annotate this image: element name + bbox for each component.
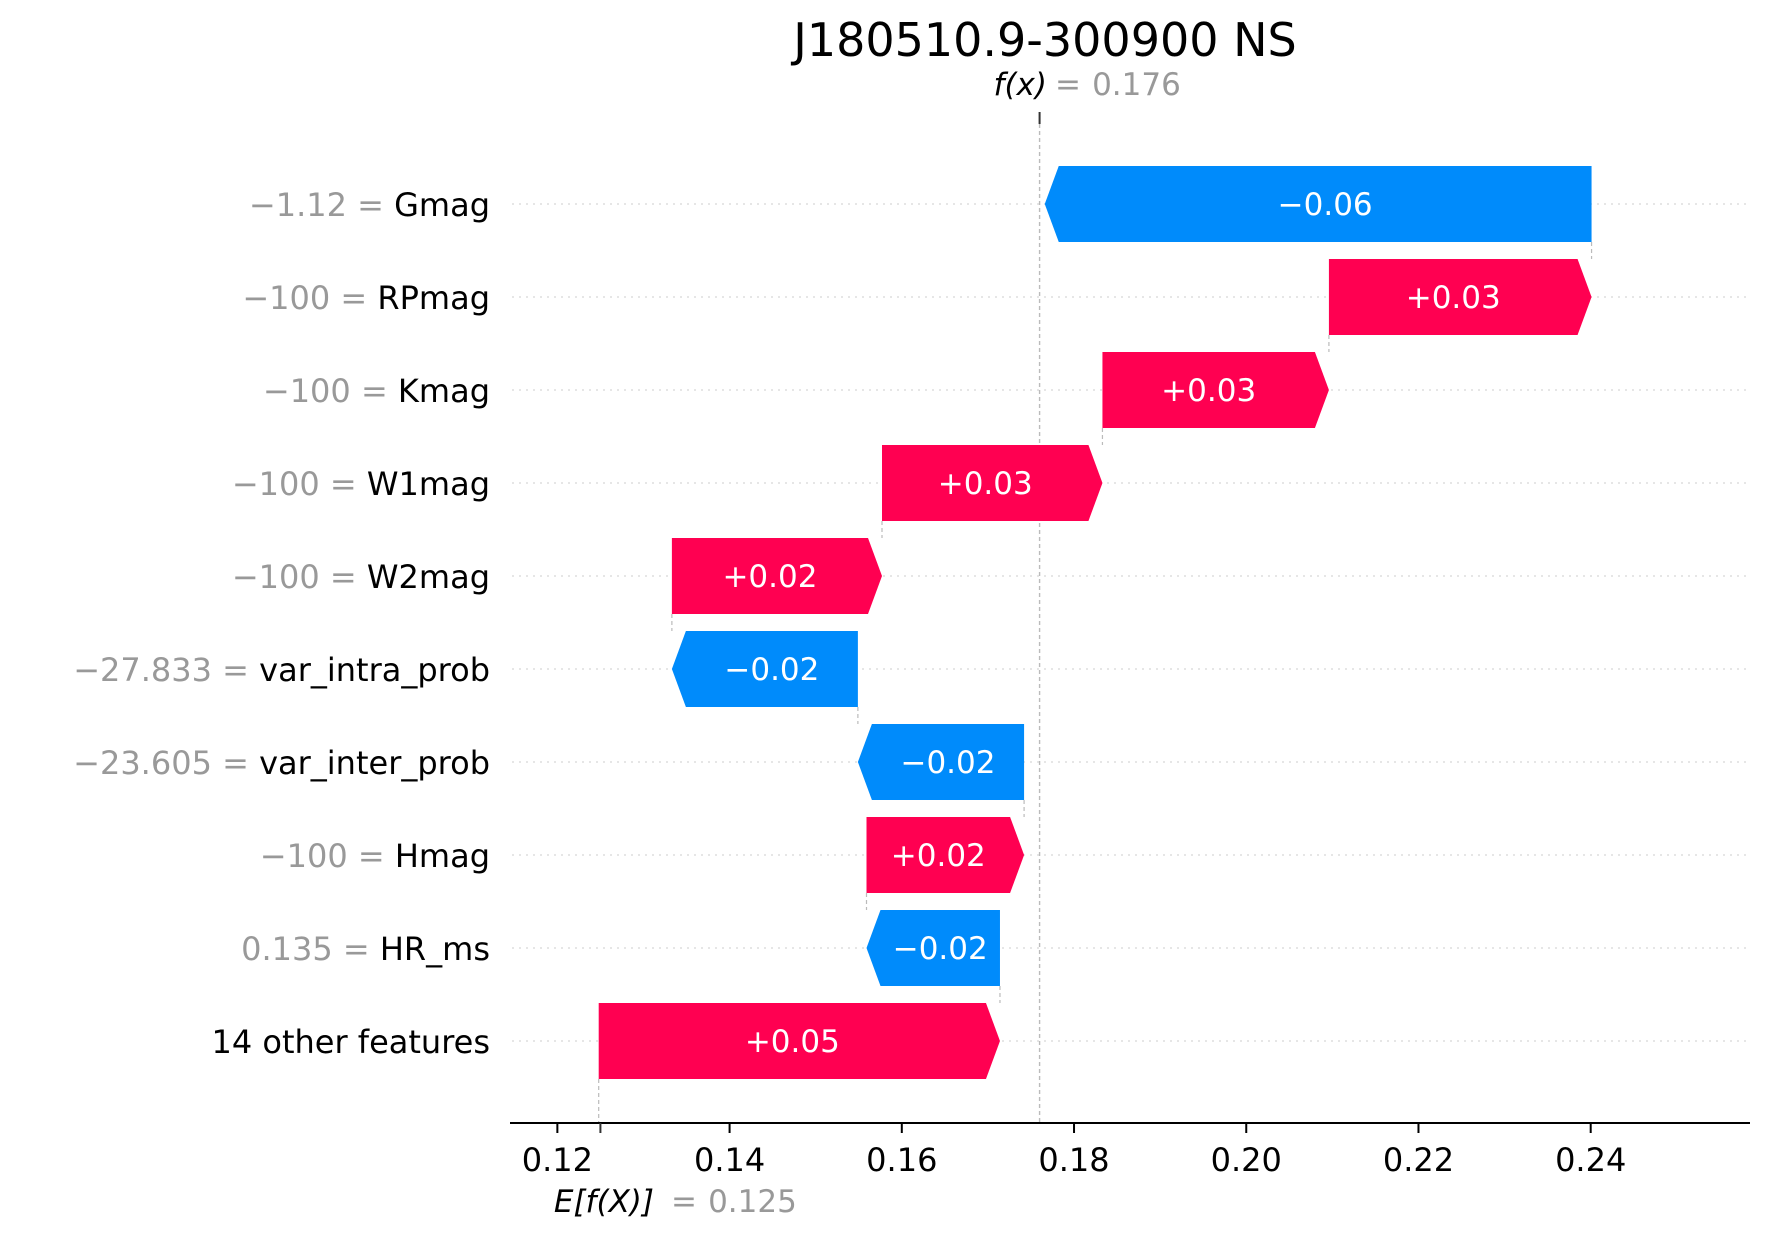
bar-hmag — [866, 817, 1025, 893]
feature-equals: = — [358, 837, 395, 875]
connector-lines — [598, 112, 1593, 1123]
row-label: −1.12 = Gmag — [249, 186, 490, 224]
x-tick-label: 0.18 — [1038, 1141, 1109, 1179]
row-label: −23.605 = var_inter_prob — [73, 744, 490, 782]
feature-equals: = — [340, 279, 377, 317]
bar-value-label: +0.03 — [938, 466, 1033, 502]
base-value-text: = 0.125 — [671, 1184, 797, 1220]
bar-value-label: −0.02 — [724, 652, 819, 688]
feature-name: var_intra_prob — [259, 651, 490, 689]
row-labels: −1.12 = Gmag−100 = RPmag−100 = Kmag−100 … — [73, 186, 490, 1061]
feature-equals: = — [330, 558, 367, 596]
x-tick-label: 0.22 — [1383, 1141, 1454, 1179]
row-label: −27.833 = var_intra_prob — [73, 651, 490, 689]
feature-equals: = — [343, 930, 380, 968]
feature-equals: = — [222, 744, 259, 782]
bar-w1mag — [882, 445, 1103, 521]
feature-name: var_inter_prob — [259, 744, 490, 782]
bar-value-label: +0.03 — [1406, 280, 1501, 316]
fx-value-text: = 0.176 — [1055, 67, 1181, 103]
feature-value: −23.605 — [73, 744, 222, 782]
feature-value: −100 — [232, 465, 330, 503]
bar-value-label: +0.03 — [1161, 373, 1256, 409]
bar-hr-ms — [866, 910, 1000, 986]
feature-name: Kmag — [398, 372, 490, 410]
feature-name: Hmag — [395, 837, 490, 875]
bar-var-intra-prob — [671, 631, 858, 707]
bar-value-label: +0.05 — [745, 1024, 840, 1060]
row-label: −100 = W1mag — [232, 465, 490, 503]
feature-value: −27.833 — [73, 651, 222, 689]
feature-value: −1.12 — [249, 186, 357, 224]
feature-name: W1mag — [367, 465, 490, 503]
x-tick-label: 0.24 — [1555, 1141, 1626, 1179]
feature-equals: = — [357, 186, 394, 224]
feature-equals: = — [222, 651, 259, 689]
feature-value: −100 — [242, 279, 340, 317]
feature-equals: = — [330, 465, 367, 503]
row-label: 14 other features — [211, 1023, 490, 1061]
bar-value-label: −0.06 — [1278, 187, 1373, 223]
feature-value: 0.135 — [241, 930, 343, 968]
x-tick-label: 0.16 — [866, 1141, 937, 1179]
x-tick-label: 0.12 — [522, 1141, 593, 1179]
feature-name: W2mag — [367, 558, 490, 596]
bar-rpmag — [1328, 259, 1592, 335]
x-tick-label: 0.20 — [1211, 1141, 1282, 1179]
bar-value-label: +0.02 — [891, 838, 986, 874]
row-label: −100 = Hmag — [260, 837, 490, 875]
x-tick-label: 0.14 — [694, 1141, 765, 1179]
feature-value: −100 — [263, 372, 361, 410]
bar-kmag — [1102, 352, 1329, 428]
feature-equals: = — [361, 372, 398, 410]
bar-14-other-features — [598, 1003, 1000, 1079]
base-value-label: E[f(X)] — [554, 1184, 654, 1220]
feature-value: −100 — [260, 837, 358, 875]
bar-value-label: +0.02 — [722, 559, 817, 595]
row-label: −100 = Kmag — [263, 372, 490, 410]
row-label: 0.135 = HR_ms — [241, 930, 490, 968]
bar-value-label: −0.02 — [893, 931, 988, 967]
feature-name: HR_ms — [380, 930, 490, 968]
feature-name: 14 other features — [211, 1023, 490, 1061]
feature-value: −100 — [232, 558, 330, 596]
chart-title: J180510.9-300900 NS — [790, 13, 1296, 67]
feature-name: Gmag — [394, 186, 490, 224]
bar-value-label: −0.02 — [900, 745, 995, 781]
fx-label: f(x) — [994, 67, 1047, 103]
feature-name: RPmag — [377, 279, 490, 317]
row-label: −100 = W2mag — [232, 558, 490, 596]
bars: −0.06 +0.03 +0.03 +0.03 +0.02 −0.02 −0.02 +0.02… — [598, 166, 1592, 1079]
row-label: −100 = RPmag — [242, 279, 490, 317]
bar-var-inter-prob — [857, 724, 1025, 800]
bar-w2mag — [671, 538, 882, 614]
bar-gmag — [1044, 166, 1592, 242]
x-axis: 0.12 0.14 0.16 0.18 0.20 0.22 0.24 — [510, 1122, 1750, 1179]
